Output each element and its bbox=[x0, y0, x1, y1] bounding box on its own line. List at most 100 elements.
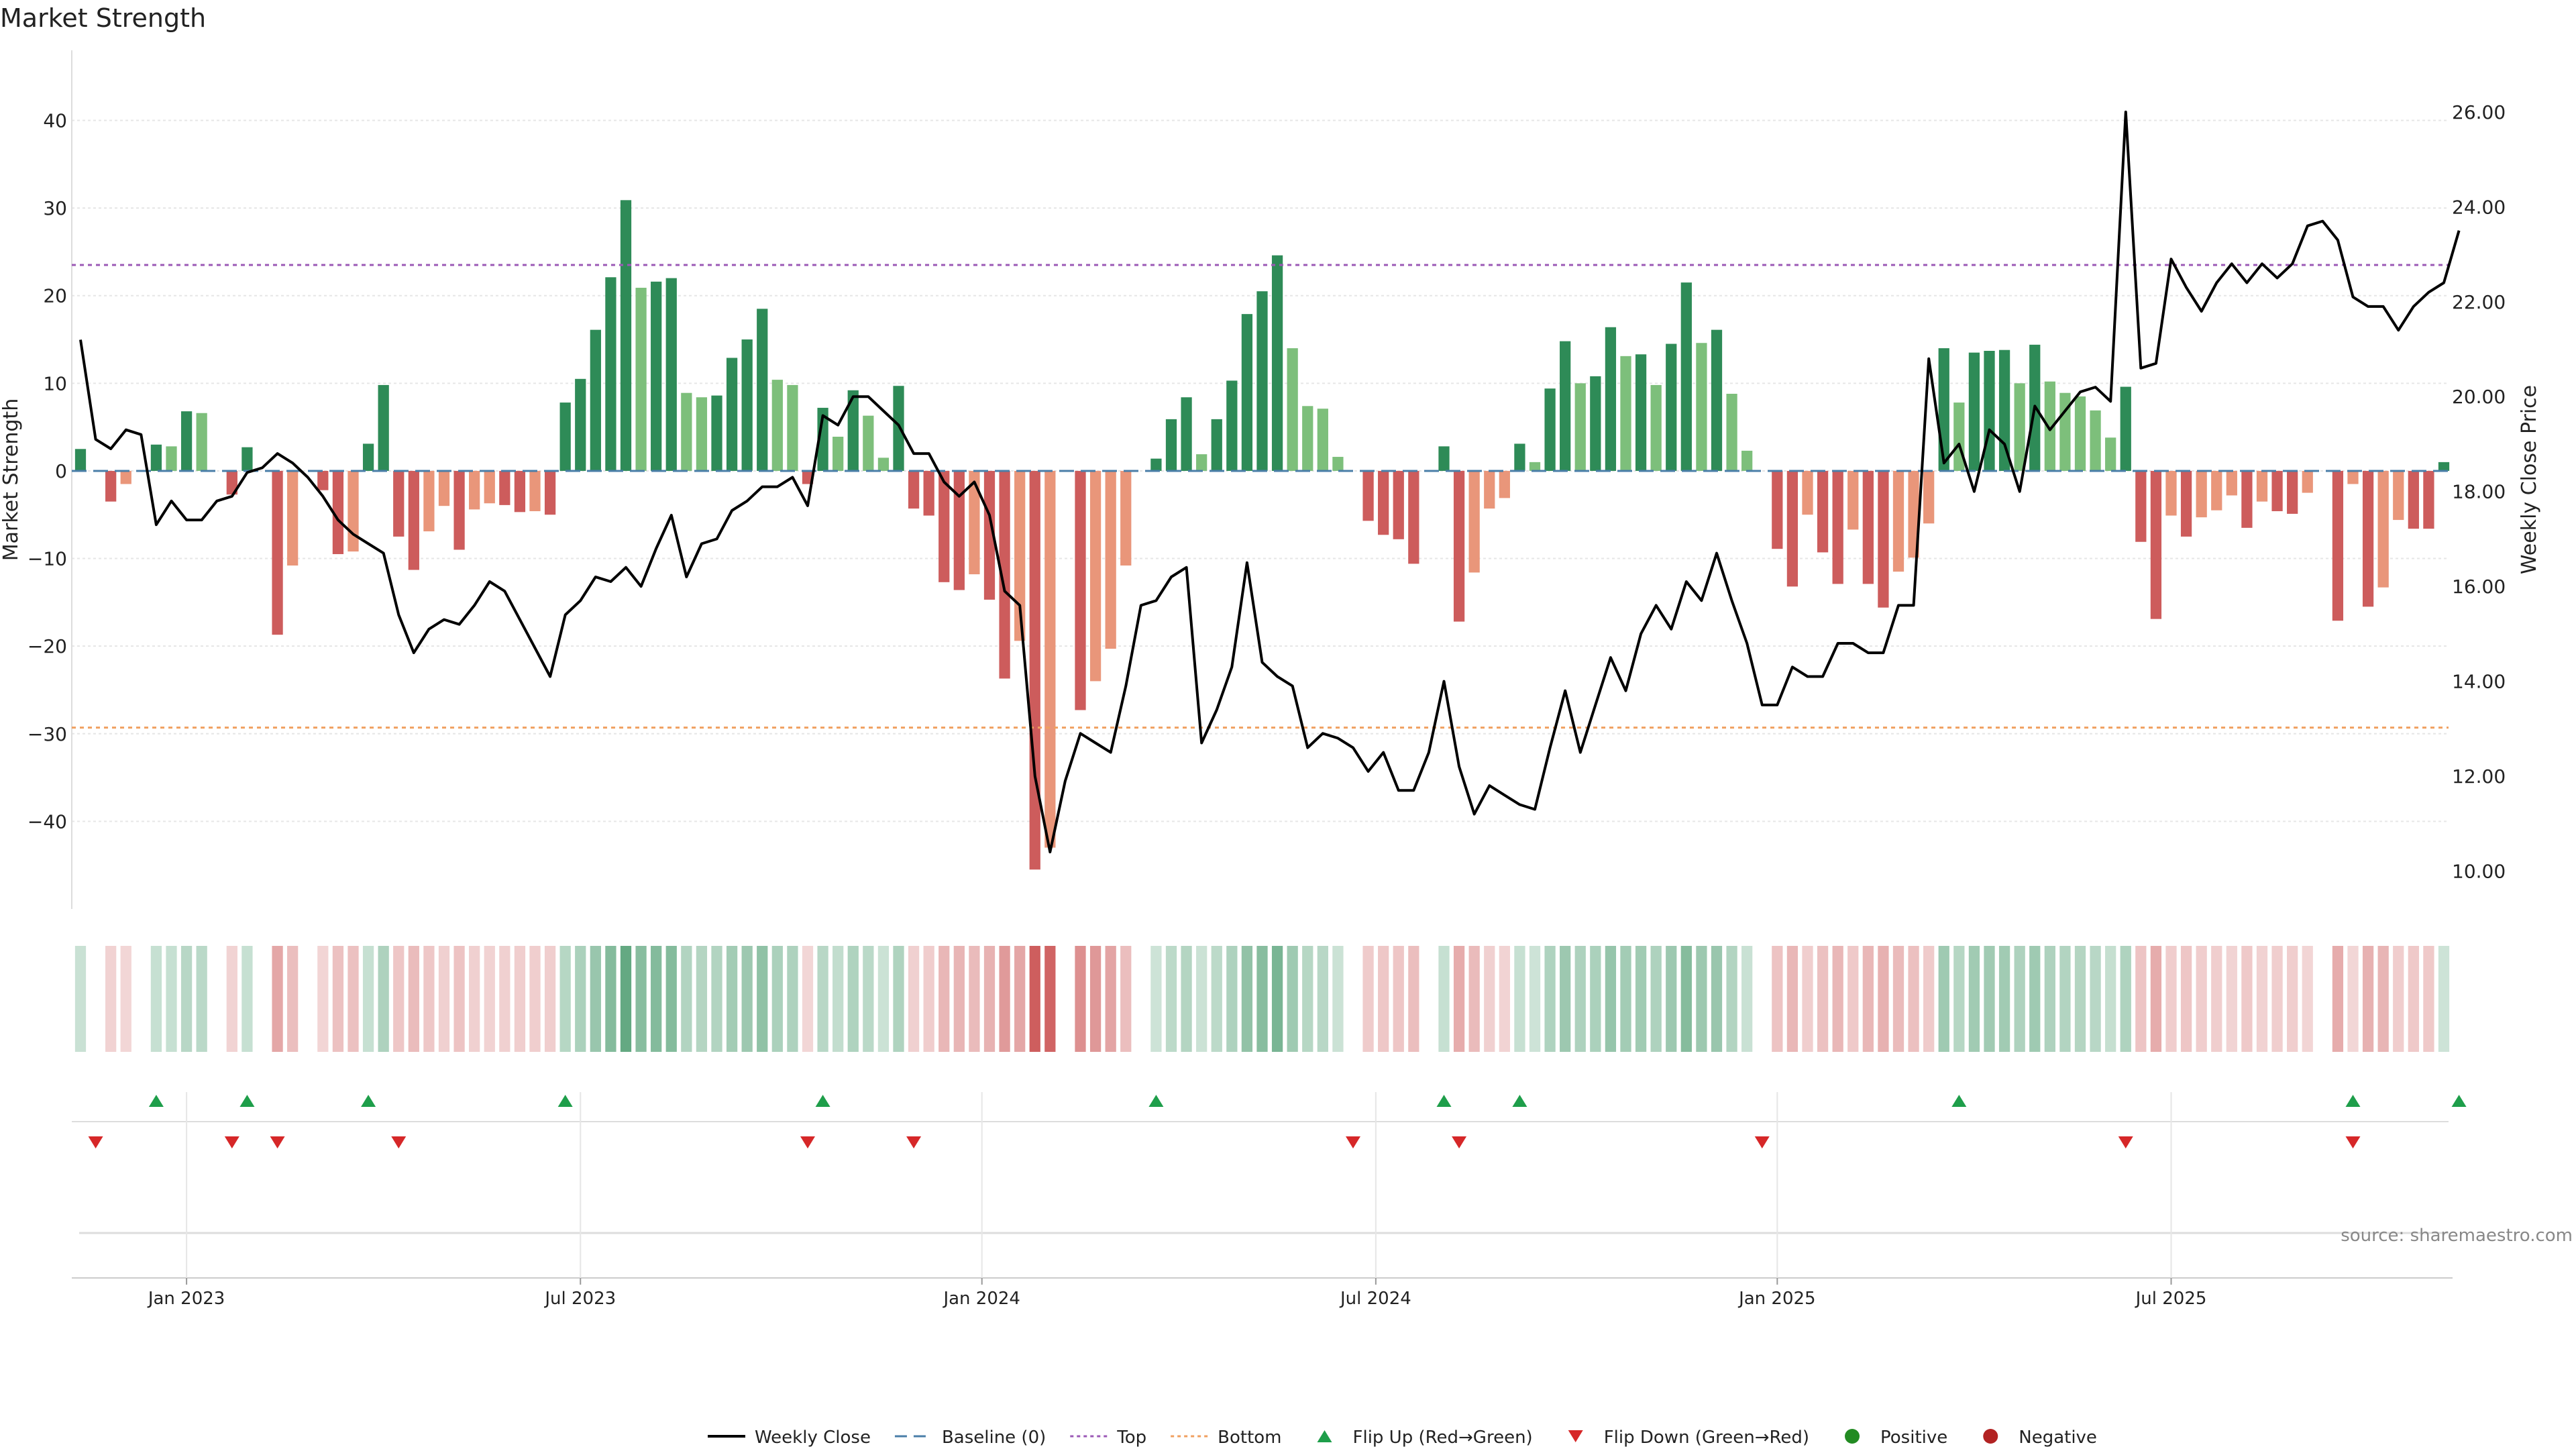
legend-label: Baseline (0) bbox=[942, 1428, 1046, 1448]
heat-cell bbox=[938, 946, 950, 1052]
strength-bar bbox=[393, 470, 405, 537]
heat-cell bbox=[651, 946, 662, 1052]
strength-bar bbox=[1241, 314, 1253, 471]
strength-bar bbox=[2271, 470, 2283, 512]
strength-bar bbox=[696, 397, 708, 471]
heat-cell bbox=[2226, 946, 2237, 1052]
heat-cell bbox=[514, 946, 526, 1052]
strength-bar bbox=[1923, 470, 1935, 524]
heat-cell bbox=[1666, 946, 1677, 1052]
flip-down-marker bbox=[270, 1136, 285, 1148]
heat-cell bbox=[726, 946, 738, 1052]
flip-up-marker bbox=[148, 1095, 164, 1107]
strength-bar bbox=[1605, 327, 1617, 471]
left-tick-label: 30 bbox=[43, 197, 67, 219]
heat-cell bbox=[2150, 946, 2162, 1052]
strength-bar bbox=[590, 329, 601, 471]
strength-bar bbox=[347, 470, 359, 552]
heat-cell bbox=[2059, 946, 2071, 1052]
strength-bar bbox=[1514, 443, 1525, 471]
heat-cell bbox=[1817, 946, 1829, 1052]
strength-bar bbox=[1181, 397, 1192, 471]
heat-cell bbox=[423, 946, 435, 1052]
strength-bar bbox=[877, 458, 890, 471]
heat-cell bbox=[453, 946, 465, 1052]
strength-bar bbox=[120, 470, 131, 484]
strength-bar bbox=[1271, 255, 1283, 471]
legend-label: Positive bbox=[1880, 1428, 1947, 1448]
strength-bar bbox=[2256, 470, 2268, 502]
heat-cell bbox=[711, 946, 722, 1052]
heat-cell bbox=[2165, 946, 2177, 1052]
heat-cell bbox=[665, 946, 677, 1052]
strength-bar bbox=[484, 470, 495, 504]
legend-swatch bbox=[1317, 1430, 1332, 1442]
left-tick-label: −20 bbox=[28, 635, 67, 657]
legend-label: Flip Down (Green→Red) bbox=[1604, 1428, 1809, 1448]
strength-bar bbox=[1256, 291, 1268, 471]
heat-cell bbox=[681, 946, 692, 1052]
heat-cell bbox=[347, 946, 359, 1052]
date-tick-label: Jul 2023 bbox=[543, 1289, 616, 1309]
strength-bar bbox=[1847, 470, 1859, 530]
heat-cell bbox=[1287, 946, 1298, 1052]
right-y-axis-label: Weekly Close Price bbox=[2518, 385, 2541, 574]
legend-item-positive: Positive bbox=[1845, 1428, 1947, 1448]
source-note: source: sharemaestro.com bbox=[2341, 1226, 2573, 1246]
legend: Weekly Close Baseline (0) Top Bottom Flip Up… bbox=[708, 1428, 2097, 1448]
strength-bar bbox=[2211, 470, 2222, 511]
heat-cell bbox=[590, 946, 601, 1052]
strength-bar bbox=[2105, 437, 2116, 471]
heat-cell bbox=[2044, 946, 2055, 1052]
heat-cell bbox=[1923, 946, 1935, 1052]
heat-cell bbox=[635, 946, 647, 1052]
x-axis-date-ticks: Jan 2023 Jul 2023 Jan 2024 Jul 2024 Jan 2025… bbox=[147, 1278, 2206, 1309]
left-tick-label: 40 bbox=[43, 109, 67, 131]
heat-cell bbox=[1150, 946, 1162, 1052]
strength-bar bbox=[1590, 376, 1601, 471]
flip-down-marker bbox=[906, 1136, 922, 1148]
flip-up-marker bbox=[2345, 1095, 2361, 1107]
strength-bar bbox=[983, 470, 996, 600]
strength-bar bbox=[1378, 470, 1389, 535]
strength-bar bbox=[362, 443, 374, 471]
heat-cell bbox=[1998, 946, 2010, 1052]
strength-bar bbox=[938, 470, 950, 582]
heat-cell bbox=[1271, 946, 1283, 1052]
heat-cell bbox=[74, 946, 87, 1052]
heat-cell bbox=[1696, 946, 1707, 1052]
heat-cell bbox=[1226, 946, 1238, 1052]
weekly-close-line bbox=[79, 110, 2461, 854]
strength-bar bbox=[438, 470, 450, 506]
strength-bar bbox=[453, 470, 465, 550]
strength-bar bbox=[787, 384, 798, 471]
heat-cell bbox=[2105, 946, 2116, 1052]
flip-down-marker bbox=[391, 1136, 407, 1148]
heat-cell bbox=[1908, 946, 1919, 1052]
right-tick-label: 14.00 bbox=[2452, 671, 2506, 693]
strength-bar bbox=[1226, 380, 1238, 471]
legend-label: Top bbox=[1116, 1428, 1146, 1448]
heat-cell bbox=[1014, 946, 1026, 1052]
right-tick-label: 12.00 bbox=[2452, 765, 2506, 788]
date-tick-label: Jan 2023 bbox=[147, 1289, 225, 1309]
heat-cell bbox=[908, 946, 920, 1052]
strength-bar bbox=[1393, 470, 1404, 539]
date-tick-label: Jul 2024 bbox=[1339, 1289, 1411, 1309]
heat-cell bbox=[1302, 946, 1313, 1052]
strength-bar bbox=[74, 449, 87, 471]
strength-bar bbox=[1938, 348, 1949, 471]
strength-bar bbox=[1832, 470, 1843, 584]
strength-bar bbox=[1029, 470, 1040, 870]
heat-cell bbox=[317, 946, 329, 1052]
heat-cell bbox=[817, 946, 828, 1052]
heat-cell bbox=[1393, 946, 1404, 1052]
heat-cell bbox=[1862, 946, 1874, 1052]
right-tick-label: 26.00 bbox=[2452, 101, 2506, 123]
heat-cell bbox=[969, 946, 980, 1052]
heat-cell bbox=[2287, 946, 2298, 1052]
strength-bar bbox=[771, 380, 783, 471]
heat-cell bbox=[2362, 946, 2374, 1052]
strength-bar bbox=[1120, 470, 1132, 566]
legend-item-bottom: Bottom bbox=[1171, 1428, 1282, 1448]
